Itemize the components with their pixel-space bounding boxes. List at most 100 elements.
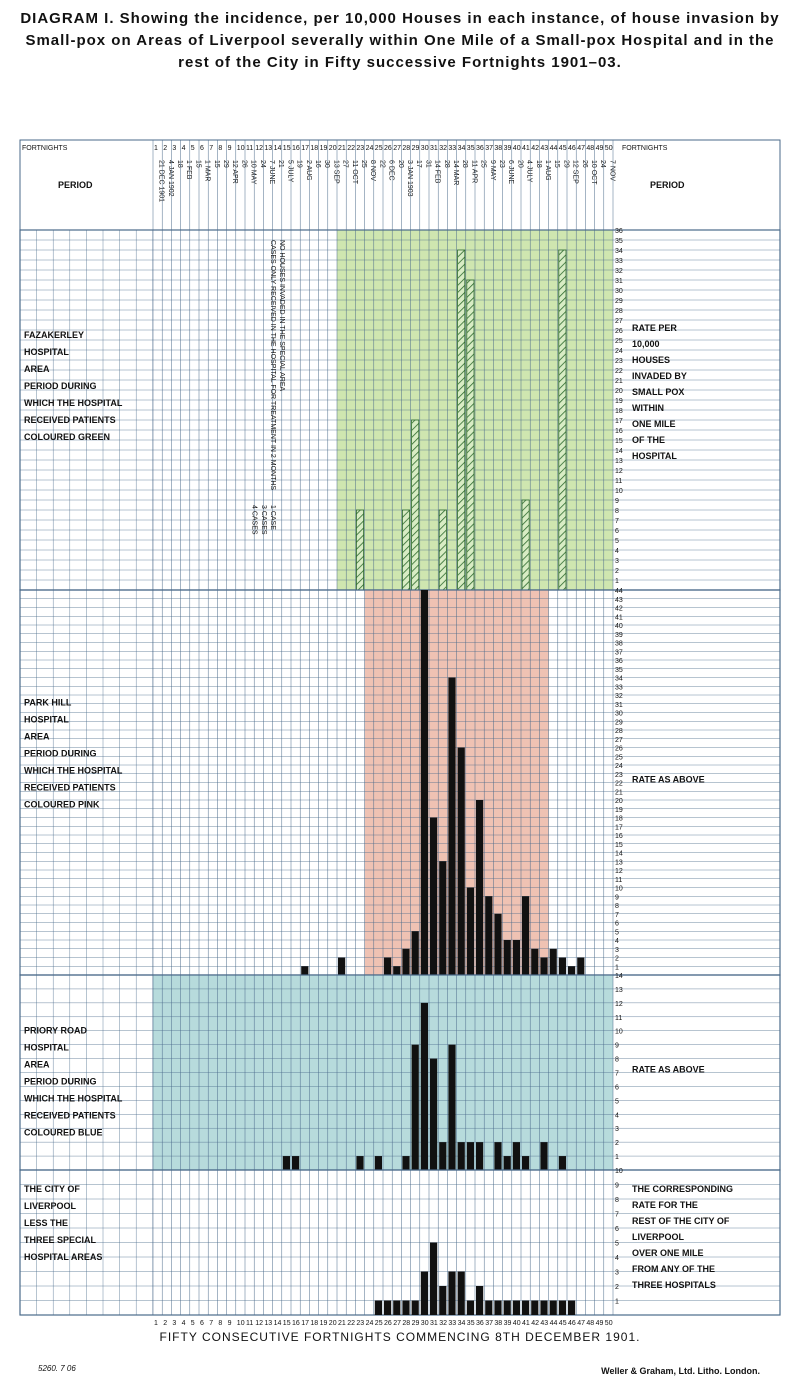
period-date: 16 bbox=[314, 160, 321, 168]
y-tick-label: 4 bbox=[615, 938, 619, 945]
y-tick-label: 14 bbox=[615, 973, 623, 980]
bar bbox=[393, 966, 401, 975]
right-note-line: INVADED BY bbox=[632, 371, 687, 381]
x-tick-label: 46 bbox=[568, 1320, 576, 1327]
y-tick-label: 42 bbox=[615, 606, 623, 613]
x-tick-label: 31 bbox=[430, 1320, 438, 1327]
y-tick-label: 36 bbox=[615, 228, 623, 235]
y-tick-label: 7 bbox=[615, 912, 619, 919]
period-date: 10 OCT bbox=[590, 160, 597, 185]
bar bbox=[420, 1271, 428, 1315]
y-tick-label: 21 bbox=[615, 789, 623, 796]
bar bbox=[457, 249, 466, 591]
period-date: 28 bbox=[461, 160, 468, 168]
bar bbox=[522, 1300, 530, 1315]
bar bbox=[448, 677, 456, 975]
period-date: 21 bbox=[277, 160, 284, 168]
x-tick-label: 16 bbox=[292, 1320, 300, 1327]
right-note-line: RATE AS ABOVE bbox=[632, 1065, 705, 1075]
period-date: 7 NOV bbox=[608, 160, 615, 181]
fortnight-number: 49 bbox=[596, 145, 604, 152]
period-date: 4 JAN 1902 bbox=[167, 160, 174, 197]
y-tick-label: 10 bbox=[615, 886, 623, 893]
fortnight-number: 14 bbox=[274, 145, 282, 152]
y-tick-label: 32 bbox=[615, 268, 623, 275]
bar bbox=[438, 509, 447, 591]
bar bbox=[439, 1286, 447, 1315]
y-tick-label: 8 bbox=[615, 508, 619, 515]
y-tick-label: 1 bbox=[615, 1299, 619, 1306]
x-tick-label: 14 bbox=[274, 1320, 282, 1327]
y-tick-label: 28 bbox=[615, 728, 623, 735]
x-tick-label: 37 bbox=[485, 1320, 493, 1327]
fortnight-number: 27 bbox=[393, 145, 401, 152]
y-tick-label: 2 bbox=[615, 956, 619, 963]
period-date: 24 bbox=[599, 160, 606, 168]
period-date: 21 DEC 1901 bbox=[158, 160, 165, 202]
x-tick-label: 25 bbox=[375, 1320, 383, 1327]
period-date: 5 JULY bbox=[286, 160, 293, 183]
x-tick-label: 44 bbox=[550, 1320, 558, 1327]
y-tick-label: 30 bbox=[615, 711, 623, 718]
y-tick-label: 12 bbox=[615, 468, 623, 475]
bar bbox=[301, 966, 309, 975]
y-tick-label: 31 bbox=[615, 702, 623, 709]
fortnight-number: 22 bbox=[347, 145, 355, 152]
x-tick-label: 29 bbox=[412, 1320, 420, 1327]
fortnight-number: 50 bbox=[605, 145, 613, 152]
period-date: 31 bbox=[424, 160, 431, 168]
panel-label-line: COLOURED PINK bbox=[24, 800, 100, 810]
x-tick-label: 38 bbox=[494, 1320, 502, 1327]
right-note-line: SMALL POX bbox=[632, 387, 684, 397]
period-date: 10 MAY bbox=[250, 160, 257, 185]
fortnight-number: 7 bbox=[209, 145, 213, 152]
y-tick-label: 3 bbox=[615, 558, 619, 565]
x-tick-label: 15 bbox=[283, 1320, 291, 1327]
y-tick-label: 25 bbox=[615, 754, 623, 761]
bar bbox=[485, 1300, 493, 1315]
bar bbox=[503, 940, 511, 975]
fortnight-number: 30 bbox=[421, 145, 429, 152]
y-tick-label: 17 bbox=[615, 418, 623, 425]
fortnight-number: 18 bbox=[310, 145, 318, 152]
fortnight-number: 42 bbox=[531, 145, 539, 152]
fortnight-number: 47 bbox=[577, 145, 585, 152]
period-date: 17 bbox=[415, 160, 422, 168]
panel-label-line: RECEIVED PATIENTS bbox=[24, 415, 116, 425]
x-tick-label: 48 bbox=[586, 1320, 594, 1327]
bar bbox=[476, 800, 484, 975]
fortnight-number: 43 bbox=[540, 145, 548, 152]
y-tick-label: 32 bbox=[615, 693, 623, 700]
y-tick-label: 1 bbox=[615, 578, 619, 585]
right-note-line: REST OF THE CITY OF bbox=[632, 1216, 730, 1226]
y-tick-label: 30 bbox=[615, 288, 623, 295]
y-tick-label: 18 bbox=[615, 408, 623, 415]
panel-label-line: HOSPITAL bbox=[24, 1043, 69, 1053]
y-tick-label: 41 bbox=[615, 614, 623, 621]
fortnights-label-right: FORTNIGHTS bbox=[622, 145, 668, 152]
period-date: 20 bbox=[397, 160, 404, 168]
panel-label-line: LESS THE bbox=[24, 1218, 68, 1228]
y-tick-label: 38 bbox=[615, 641, 623, 648]
y-tick-label: 29 bbox=[615, 719, 623, 726]
y-tick-label: 23 bbox=[615, 358, 623, 365]
bar bbox=[549, 1300, 557, 1315]
panel-label-line: HOSPITAL bbox=[24, 715, 69, 725]
y-tick-label: 17 bbox=[615, 824, 623, 831]
bar bbox=[430, 1242, 438, 1315]
x-tick-label: 39 bbox=[504, 1320, 512, 1327]
period-date: 29 bbox=[222, 160, 229, 168]
x-tick-label: 41 bbox=[522, 1320, 530, 1327]
bar bbox=[411, 931, 419, 975]
bar bbox=[521, 499, 530, 591]
y-tick-label: 37 bbox=[615, 649, 623, 656]
y-tick-label: 3 bbox=[615, 947, 619, 954]
fazakerley-annotation: CASES ONLY RECEIVED IN THE HOSPITAL FOR … bbox=[269, 240, 276, 490]
y-tick-label: 23 bbox=[615, 772, 623, 779]
x-tick-label: 45 bbox=[559, 1320, 567, 1327]
panel-label-line: WHICH THE HOSPITAL bbox=[24, 1094, 123, 1104]
y-tick-label: 25 bbox=[615, 338, 623, 345]
bar bbox=[374, 1300, 382, 1315]
bar bbox=[411, 419, 420, 591]
fortnight-number: 21 bbox=[338, 145, 346, 152]
